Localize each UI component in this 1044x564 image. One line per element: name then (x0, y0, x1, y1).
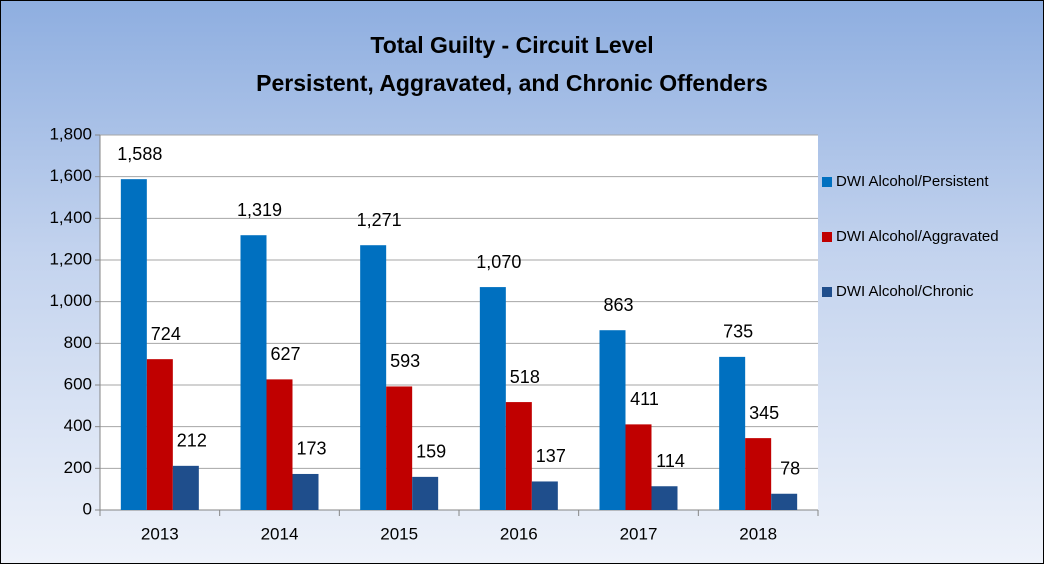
y-tick-label: 200 (64, 458, 92, 477)
y-tick-label: 1,400 (49, 208, 92, 227)
value-label: 411 (630, 389, 659, 409)
y-tick-label: 0 (83, 499, 92, 518)
y-tick-label: 1,000 (49, 291, 92, 310)
x-tick-label: 2015 (380, 524, 418, 543)
value-label: 173 (296, 439, 326, 459)
value-label: 863 (603, 295, 633, 315)
bar (651, 486, 678, 510)
value-label: 593 (390, 351, 420, 371)
chart-title: Total Guilty - Circuit Level (370, 32, 653, 58)
bar (386, 386, 413, 510)
value-label: 345 (749, 403, 779, 423)
legend-swatch (822, 232, 832, 242)
bar (146, 359, 173, 510)
bar (266, 379, 293, 510)
value-label: 627 (270, 344, 300, 364)
legend-swatch (822, 287, 832, 297)
value-label: 1,271 (357, 210, 402, 230)
bar (719, 356, 746, 510)
bar (172, 465, 199, 510)
value-label: 78 (780, 459, 800, 479)
value-label: 724 (151, 324, 181, 344)
value-label: 159 (416, 442, 446, 462)
plot-area (100, 135, 818, 510)
plot: 0 200 400 600 800 1,000 1,200 1,400 1,600 1,800 20… (49, 124, 998, 543)
x-tick-label: 2013 (141, 524, 179, 543)
bar (360, 245, 387, 511)
value-label: 212 (177, 431, 207, 451)
y-tick-label: 1,800 (49, 124, 92, 143)
bar (625, 424, 652, 510)
bar (505, 402, 532, 510)
value-label: 1,319 (237, 200, 282, 220)
x-tick-label: 2017 (620, 524, 658, 543)
bar (531, 481, 558, 510)
y-tick-label: 600 (64, 374, 92, 393)
bar (479, 287, 506, 510)
bar (745, 438, 772, 510)
y-tick-label: 400 (64, 416, 92, 435)
value-label: 1,070 (476, 252, 521, 272)
x-tick-label: 2018 (739, 524, 777, 543)
bar (771, 493, 798, 510)
legend-label: DWI Alcohol/Chronic (836, 283, 974, 300)
x-tick-label: 2016 (500, 524, 538, 543)
bar (599, 330, 626, 510)
value-label: 518 (510, 367, 540, 387)
value-label: 114 (656, 451, 685, 471)
chart-subtitle: Persistent, Aggravated, and Chronic Offe… (256, 70, 768, 96)
value-label: 735 (723, 322, 753, 342)
bar (240, 235, 267, 511)
y-tick-label: 800 (64, 333, 92, 352)
y-tick-label: 1,600 (49, 166, 92, 185)
value-label: 137 (536, 446, 566, 466)
bar (292, 473, 319, 510)
legend-swatch (822, 177, 832, 187)
legend-label: DWI Alcohol/Aggravated (836, 228, 999, 245)
y-tick-label: 1,200 (49, 249, 92, 268)
bar (412, 476, 439, 510)
bar (120, 179, 147, 510)
legend-label: DWI Alcohol/Persistent (836, 173, 989, 190)
x-tick-label: 2014 (261, 524, 299, 543)
value-label: 1,588 (117, 144, 162, 164)
